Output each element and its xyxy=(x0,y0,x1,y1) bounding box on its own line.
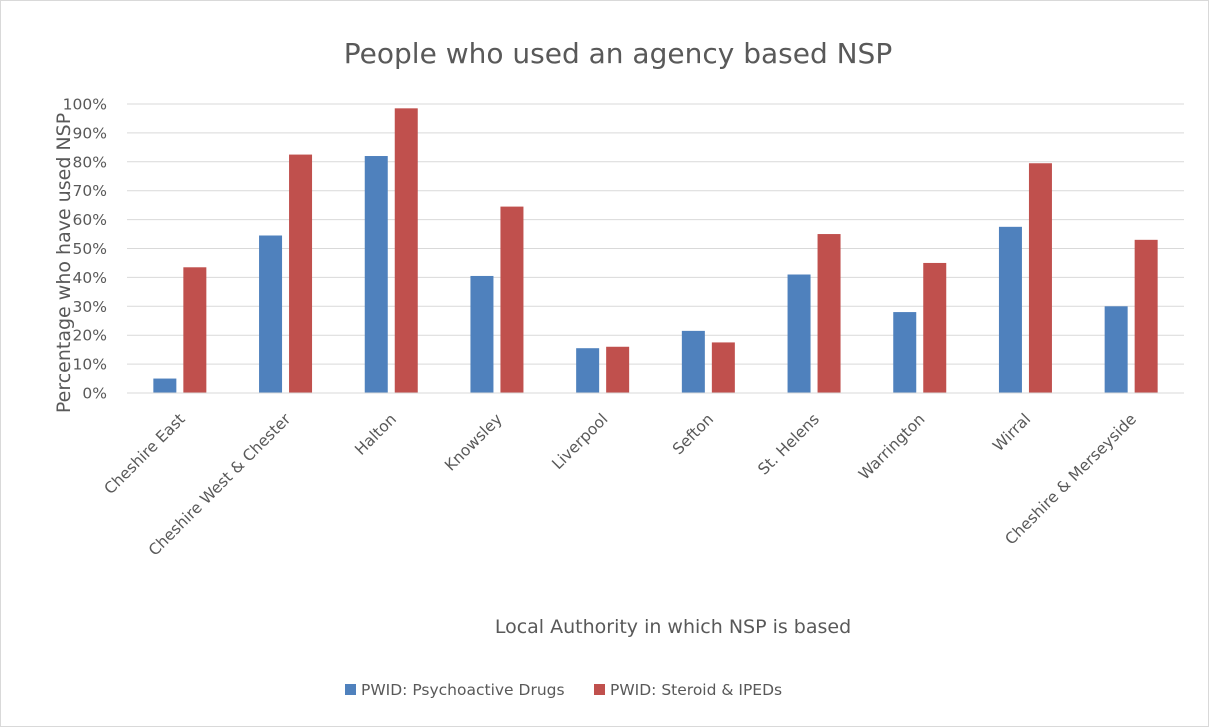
bar-steroid xyxy=(1028,163,1052,393)
gridlines xyxy=(127,103,1184,394)
bar-steroid xyxy=(183,267,207,393)
legend-swatch xyxy=(594,684,605,695)
bar-psychoactive xyxy=(1104,306,1128,393)
bar-steroid xyxy=(923,262,947,393)
legend-swatch xyxy=(345,684,356,695)
chart-title: People who used an agency based NSP xyxy=(344,37,892,70)
bar-steroid xyxy=(1134,239,1158,393)
legend-label: PWID: Steroid & IPEDs xyxy=(610,681,782,699)
bar-psychoactive xyxy=(153,378,177,393)
y-tick-label: 40% xyxy=(73,269,107,287)
bar-psychoactive xyxy=(787,274,811,393)
x-axis-title: Local Authority in which NSP is based xyxy=(495,616,851,638)
bar-psychoactive xyxy=(364,156,388,393)
bar-steroid xyxy=(606,346,630,393)
y-tick-label: 90% xyxy=(73,124,107,142)
bars xyxy=(127,108,1184,394)
x-tick-label: Warrington xyxy=(855,410,928,483)
bar-psychoactive xyxy=(681,330,705,393)
legend-label: PWID: Psychoactive Drugs xyxy=(361,681,565,699)
bar-psychoactive xyxy=(893,312,917,393)
x-tick-label: Liverpool xyxy=(548,410,611,473)
bar-steroid xyxy=(711,342,735,393)
bar-steroid xyxy=(289,154,313,393)
y-tick-label: 60% xyxy=(73,211,107,229)
x-tick-label: Sefton xyxy=(669,410,717,458)
x-tick-label: Cheshire East xyxy=(101,410,189,498)
y-tick-label: 50% xyxy=(73,240,107,258)
bar-steroid xyxy=(394,108,418,394)
bar-psychoactive xyxy=(576,348,600,393)
y-tick-label: 70% xyxy=(73,182,107,200)
y-axis-title: Percentage who have used NSP xyxy=(53,113,75,413)
y-tick-label: 0% xyxy=(82,385,107,403)
y-tick-label: 30% xyxy=(73,298,107,316)
y-axis-ticks: 0% 10% 20% 30% 40% 50% 60% 70% 80% 90% 100% xyxy=(63,96,107,403)
bar-psychoactive xyxy=(259,235,283,393)
y-tick-label: 100% xyxy=(63,96,107,114)
y-tick-label: 20% xyxy=(73,327,107,345)
y-tick-label: 80% xyxy=(73,153,107,171)
x-tick-label: Halton xyxy=(351,410,400,459)
bar-psychoactive xyxy=(998,226,1022,393)
legend: PWID: Psychoactive Drugs PWID: Steroid & … xyxy=(345,681,782,699)
x-tick-label: Wirral xyxy=(989,410,1034,455)
bar-steroid xyxy=(817,234,841,393)
bar-psychoactive xyxy=(470,275,494,393)
bar-steroid xyxy=(500,206,524,393)
x-tick-label: Knowsley xyxy=(441,410,506,475)
x-tick-label: St. Helens xyxy=(754,410,822,478)
y-tick-label: 10% xyxy=(73,356,107,374)
